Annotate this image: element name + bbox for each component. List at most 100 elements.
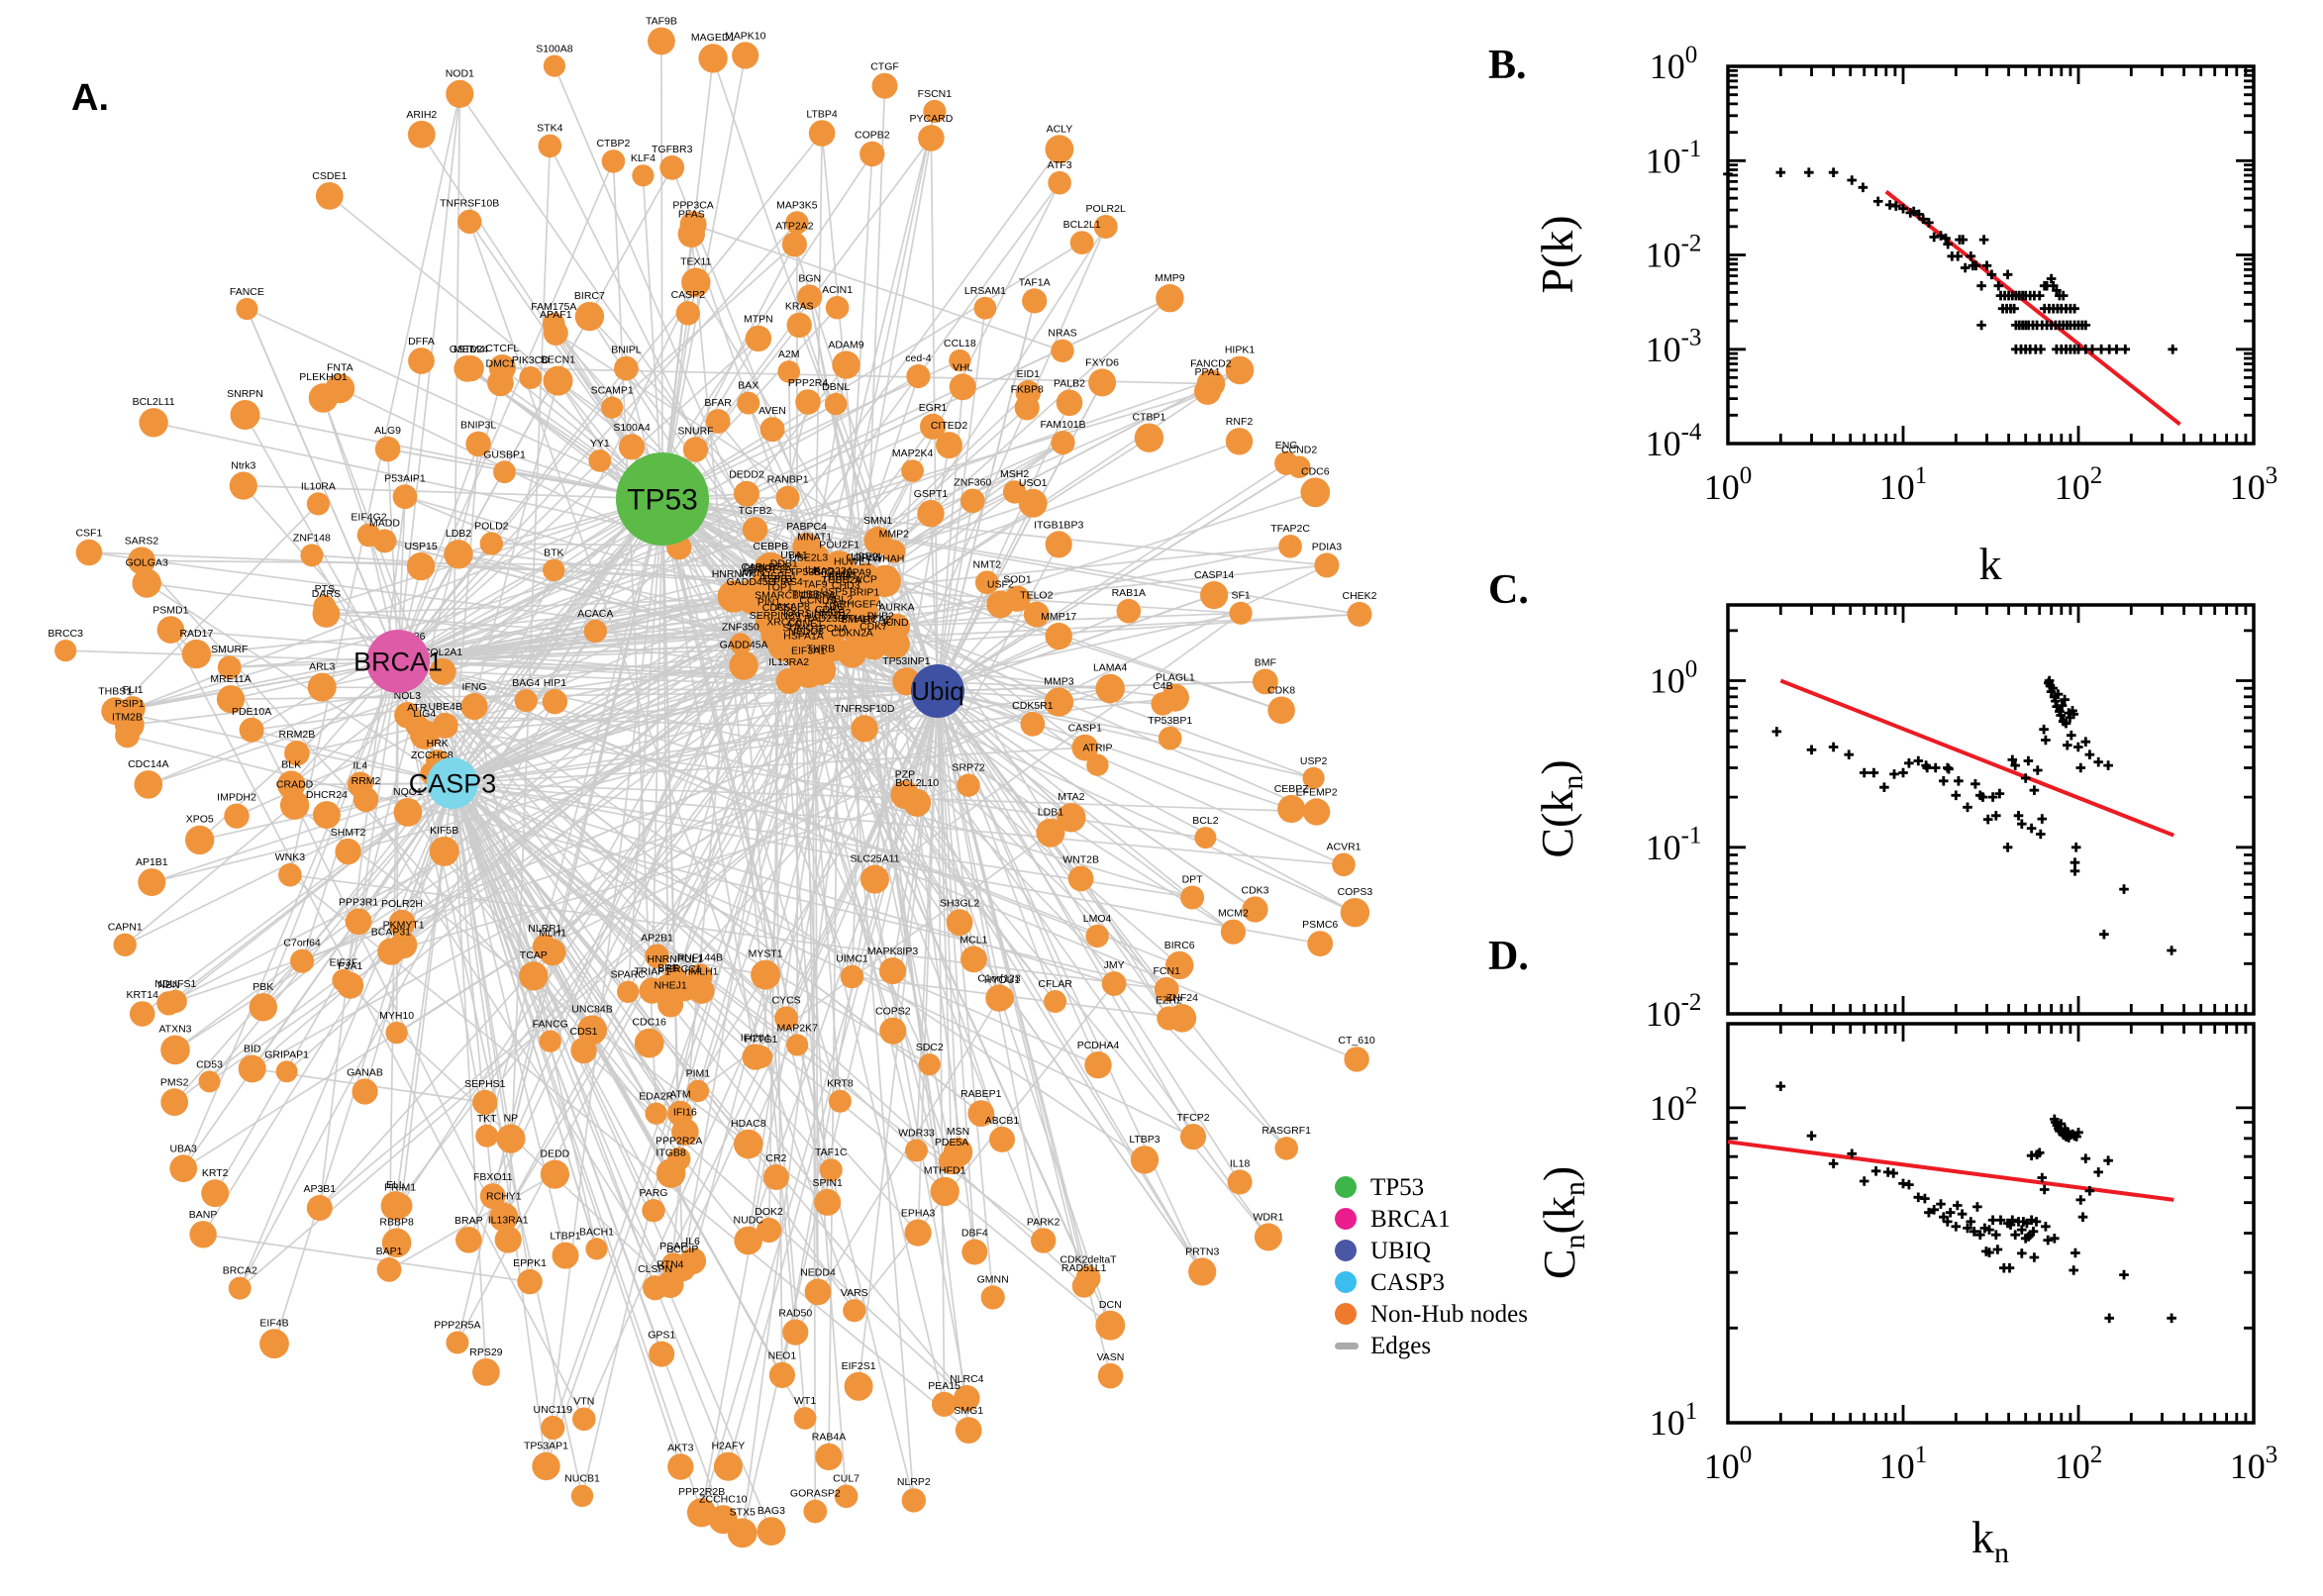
gene-node [460,693,488,721]
gene-node [1051,431,1075,455]
gene-node [376,1257,402,1282]
gene-node-label: PPP2R2B [678,1486,725,1498]
gene-node-label: HSPA9 [838,567,871,579]
gene-node [345,908,372,936]
gene-node-label: DOK2 [755,1206,783,1218]
gene-node-label: NBN [157,979,179,991]
gene-node-label: CLSPN [638,1263,672,1275]
gene-node [871,72,898,99]
gene-node-label: MCL1 [960,935,987,947]
gene-node [727,1518,758,1548]
panel-c-plot: 100 10-1 10-2 C(kn) [1532,603,2256,1034]
gene-node-label: IL13RA2 [768,656,809,668]
gene-node-label: HYOU1 [984,974,1020,986]
gene-node-label: AURKA [878,602,914,614]
gene-node-label: P53AIP1 [384,472,426,484]
gene-node-label: KRT14 [126,989,158,1001]
gene-node-label: APAF1 [540,309,572,321]
gene-node [185,825,215,855]
gene-node-label: RNF144B [677,951,723,963]
gene-node [840,964,864,989]
nonhub-node-swatch-icon [1335,1303,1357,1325]
gene-node [735,579,769,613]
gene-node [786,312,812,339]
gene-node-label: CDK2deltaT [1060,1254,1117,1266]
gene-node-label: GSPT1 [914,488,949,500]
gene-node-label: WRN [740,567,764,579]
gene-node [1018,488,1048,518]
gene-node-label: TP53BP1 [1148,715,1192,727]
gene-node-label: SMURF [211,644,248,655]
gene-node [785,211,809,235]
gene-node-label: TP53INP1 [882,655,931,667]
gene-node-label: ACLY [1047,123,1073,135]
gene-node-label: ILK [805,564,821,576]
gene-node-label: BIRC6 [1164,940,1195,951]
gene-node-label: UBE4B [428,701,461,713]
gene-node-label: CT_610 [1338,1035,1375,1047]
gene-node-label: DFFA [408,336,435,348]
gene-node-label: NMT2 [973,558,1002,570]
gene-node-label: BIRC7 [574,290,605,302]
gene-node-label: BANP [189,1209,218,1221]
gene-node-label: PBK [252,981,273,993]
gene-node [1254,1223,1282,1251]
gene-node [113,933,137,956]
gene-node-label: ACIN1 [822,284,853,296]
gene-node-label: KLF4 [631,152,656,164]
legend-item-ubiq: UBIQ [1335,1235,1528,1266]
gene-node-label: PLEKHO1 [299,371,348,383]
gene-node-label: TAF1C [815,1147,848,1158]
gene-node-label: POLR2L [1086,203,1126,215]
gene-node [543,365,573,396]
gene-node-label: MTHFD1 [924,1165,966,1177]
gene-node-label: HRK [427,738,449,749]
gene-node [1088,368,1117,397]
gene-node-label: PYCARD [910,113,954,125]
gene-node [1227,1169,1253,1195]
gene-node [656,1158,686,1188]
gene-node [1044,687,1074,717]
gene-node [128,547,155,575]
gene-node-label: BECN1 [541,354,575,366]
gene-node [806,625,842,659]
gene-node [792,533,821,561]
gene-node [681,267,711,297]
gene-node [1067,865,1094,892]
gene-node [859,141,885,167]
gene-node-label: PIM1 [686,1068,711,1080]
gene-node-label: TFAP2C [1270,523,1310,535]
gene-node-label: UBA1 [780,549,808,561]
gene-node [824,392,848,416]
gene-node-label: PDE10A [232,706,271,718]
gene-node-label: PCDHA4 [1077,1040,1120,1051]
gene-node [1314,552,1340,578]
gene-node-label: USO1 [1019,477,1048,489]
gene-node-label: CDK3 [1241,884,1268,896]
gene-node-label: NLRC4 [950,1373,984,1385]
gene-node-label: MMP17 [1041,611,1076,623]
gene-node-label: ATR [407,702,428,714]
axis-ticks [1726,64,2256,446]
gene-node-label: PPA1 [1195,366,1221,378]
gene-node [455,1227,482,1253]
legend-label: BRCA1 [1370,1205,1451,1233]
gene-node [642,1199,665,1223]
gene-node [667,1100,693,1127]
gene-node-label: SUMO1 [782,623,820,635]
gene-node-label: AKT3 [667,1442,693,1453]
gene-node-label: TUBB2A [821,574,861,586]
gene-node [1044,990,1067,1013]
gene-node [1157,1006,1181,1031]
gene-node-label: YWHAH [865,553,904,565]
gene-node-label: PIN1 [758,597,781,609]
gene-node [381,1228,412,1258]
gene-node-label: IL10RA [301,480,336,492]
gene-node [1158,726,1182,750]
gene-node [407,120,436,149]
gene-node [949,349,971,372]
gene-node-label: NR4A1 [824,569,858,581]
gene-node-label: ZCCHC10 [699,1493,748,1505]
panel-b-letter: B. [1488,43,1527,88]
